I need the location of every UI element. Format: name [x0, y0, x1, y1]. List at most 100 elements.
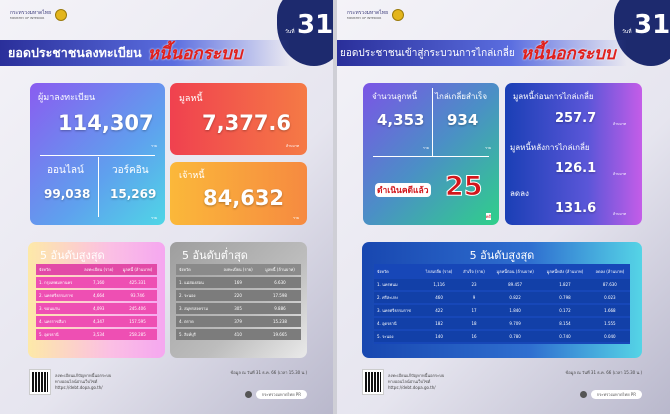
- column-header: มูลหนี้ก่อน (ล้านบาท): [496, 269, 534, 274]
- divider: [98, 157, 99, 217]
- divider: [40, 155, 155, 156]
- table-cell: 140: [435, 334, 443, 339]
- table-cell: 1.827: [559, 282, 571, 287]
- table-cell: 8.154: [559, 321, 571, 326]
- table-row: 3. สมุทรสงคราม 305 9.886: [176, 303, 301, 314]
- table-cell: 16: [471, 334, 477, 339]
- table-cell: 1.668: [604, 308, 616, 313]
- table-cell: 93.746: [118, 290, 157, 301]
- table-cell: 3. นครศรีธรรมราช: [377, 308, 411, 313]
- table-cell: 6.630: [258, 277, 301, 288]
- table-cell: 245.406: [118, 303, 157, 314]
- table-cell: 4,093: [79, 303, 118, 314]
- table-cell: 4. นครราชสีมา: [36, 316, 80, 327]
- table-row: 5. สิงห์บุรี 410 19.665: [176, 329, 301, 340]
- table-cell: 4,664: [79, 290, 118, 301]
- table-cell: 0.040: [604, 334, 616, 339]
- table-row: 4. ตราด 379 15.238: [176, 316, 301, 327]
- table-cell: 305: [217, 303, 259, 314]
- table-row: 3. ขอนแก่น 4,093 245.406: [36, 303, 157, 314]
- table-cell: 5. สิงห์บุรี: [176, 329, 218, 340]
- table-row: 5. ระนอง 140 16 0.780 0.740 0.040: [374, 331, 630, 342]
- column-header: จังหวัด: [377, 269, 389, 274]
- table-cell: 0.172: [559, 308, 571, 313]
- table-cell: 3,534: [79, 329, 118, 340]
- column-header: จังหวัด: [176, 264, 218, 275]
- column-header: ลดลง (ล้านบาท): [595, 269, 625, 274]
- table-cell: 0.780: [509, 334, 521, 339]
- table-cell: 3. ขอนแก่น: [36, 303, 80, 314]
- column-header: ลงทะเบียน (ราย): [217, 264, 259, 275]
- column-header: มูลหนี้หลัง (ล้านบาท): [546, 269, 584, 274]
- table-cell: 3. สมุทรสงคราม: [176, 303, 218, 314]
- table-cell: 258.285: [118, 329, 157, 340]
- table-row: 1. กรุงเทพมหานคร 7,160 425.331: [36, 277, 157, 288]
- table-cell: 2. ศรีสะเกษ: [377, 295, 398, 300]
- ministry-logo: กระทรวงมหาดไทย MINISTRY OF INTERIOR: [347, 9, 405, 21]
- table-cell: 17: [471, 308, 477, 313]
- date-badge: วันที่ 31: [614, 0, 670, 66]
- ministry-seal-icon: [392, 9, 405, 21]
- table-cell: 220: [217, 290, 259, 301]
- table-cell: 23: [471, 282, 477, 287]
- ministry-seal-icon: [55, 9, 68, 21]
- table-cell: 182: [435, 321, 443, 326]
- column-header: ไกล่เกลี่ย (ราย): [425, 269, 453, 274]
- table-cell: 1.840: [509, 308, 521, 313]
- table-cell: 425.331: [118, 277, 157, 288]
- facebook-icon: [244, 391, 252, 398]
- table-cell: 4. อุดรธานี: [377, 321, 397, 326]
- registrants-card: ผู้มาลงทะเบียน 114,307 ราย ออนไลน์ 99,03…: [30, 83, 165, 225]
- table-cell: 1,116: [433, 282, 445, 287]
- table-cell: 9.709: [509, 321, 521, 326]
- table-row: 3. นครศรีธรรมราช 422 17 1.840 0.172 1.668: [374, 305, 630, 316]
- table-cell: 169: [217, 277, 259, 288]
- qr-code-icon[interactable]: [362, 369, 384, 395]
- table-cell: 1.555: [604, 321, 616, 326]
- facebook-icon: [579, 391, 587, 398]
- website-link[interactable]: https://debt.dopa.go.th/: [55, 385, 103, 390]
- website-link[interactable]: https://debt.dopa.go.th/: [388, 385, 436, 390]
- debt-mediation-card: มูลหนี้ก่อนการไกล่เกลี่ย 257.7 ล้านบาท ม…: [505, 83, 642, 225]
- table-cell: 5. ระนอง: [377, 334, 394, 339]
- table-row: 4. อุดรธานี 182 18 9.709 8.154 1.555: [374, 318, 630, 329]
- table-cell: 4. ตราด: [176, 316, 218, 327]
- table-cell: 1. แม่ฮ่องสอน: [176, 277, 218, 288]
- table-cell: 9.886: [258, 303, 301, 314]
- table-cell: 89.457: [508, 282, 523, 287]
- creditors-card: เจ้าหนี้ 84,632 ราย: [170, 162, 307, 225]
- page-title: ยอดประชาชนลงทะเบียน หนี้นอกระบบ: [0, 40, 290, 66]
- table-row: 4. นครราชสีมา 4,347 157.595: [36, 316, 157, 327]
- qr-code-icon[interactable]: [29, 369, 51, 395]
- divider: [432, 88, 433, 156]
- table-cell: 2. นครศรีธรรมราช: [36, 290, 80, 301]
- table-cell: 157.595: [118, 316, 157, 327]
- top5-table: จังหวัด ลงทะเบียน (ราย) มูลหนี้ (ล้านบาท) 1…: [36, 262, 157, 342]
- table-cell: 9: [472, 295, 476, 300]
- top5-card: 5 อันดับสูงสุด จังหวัด ลงทะเบียน (ราย) มูล…: [28, 242, 165, 358]
- facebook-page-pill[interactable]: กระทรวงมหาดไทย PR: [255, 390, 307, 399]
- facebook-page-pill[interactable]: กระทรวงมหาดไทย PR: [590, 390, 642, 399]
- table-row: 2. ศรีสะเกษ 460 9 0.822 0.798 0.023: [374, 292, 630, 303]
- column-header: สำเร็จ (ราย): [463, 269, 485, 274]
- column-header: จังหวัด: [36, 264, 80, 275]
- column-header: มูลหนี้ (ล้านบาท): [258, 264, 301, 275]
- table-cell: 18: [471, 321, 477, 326]
- page-title: ยอดประชาชนเข้าสู่กระบวนการไกล่เกลี่ย หนี้…: [337, 40, 627, 66]
- table-cell: 1. กรุงเทพมหานคร: [36, 277, 80, 288]
- table-row: 2. ระนอง 220 17.598: [176, 290, 301, 301]
- bottom5-table: จังหวัด ลงทะเบียน (ราย) มูลหนี้ (ล้านบาท) 1…: [176, 262, 301, 342]
- column-header: มูลหนี้ (ล้านบาท): [118, 264, 157, 275]
- bottom5-card: 5 อันดับต่ำสุด จังหวัด ลงทะเบียน (ราย) มูล…: [170, 242, 307, 358]
- debt-value-card: มูลหนี้ 7,377.6 ล้านบาท: [170, 83, 307, 155]
- mediation-panel: กระทรวงมหาดไทย MINISTRY OF INTERIOR วันที…: [337, 0, 670, 414]
- table-cell: 0.798: [559, 295, 571, 300]
- table-cell: 1. นครพนม: [377, 282, 398, 287]
- table-cell: 0.023: [604, 295, 616, 300]
- table-cell: 0.740: [559, 334, 571, 339]
- registration-panel: กระทรวงมหาดไทย MINISTRY OF INTERIOR วันที…: [0, 0, 333, 414]
- table-cell: 19.665: [258, 329, 301, 340]
- table-cell: 4,347: [79, 316, 118, 327]
- divider: [373, 156, 489, 157]
- table-row: 2. นครศรีธรรมราช 4,664 93.746: [36, 290, 157, 301]
